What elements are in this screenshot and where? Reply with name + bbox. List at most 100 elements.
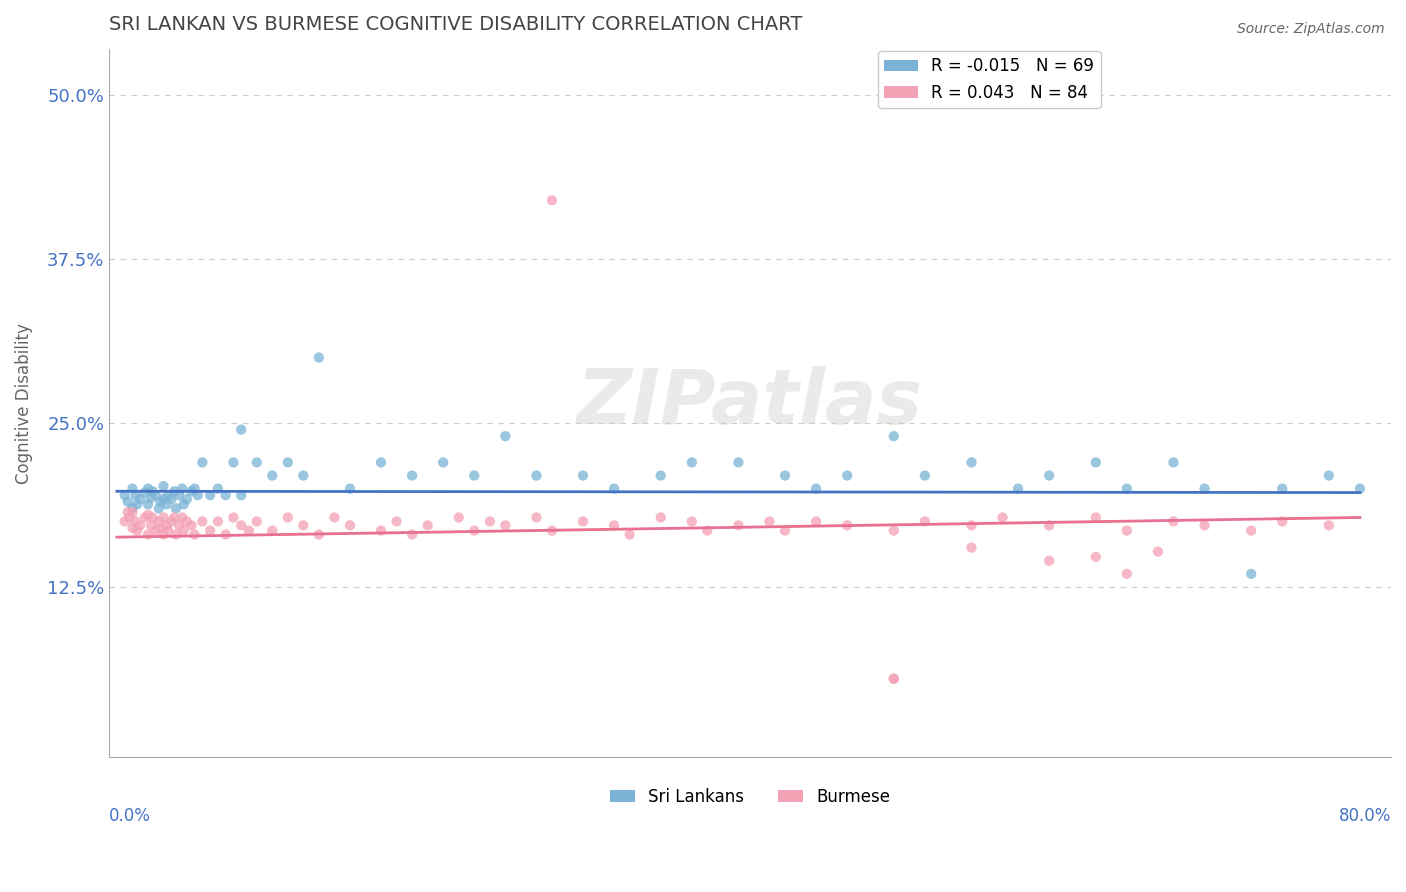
- Point: [152, 479, 174, 493]
- Point: [603, 482, 626, 496]
- Point: [277, 455, 299, 469]
- Point: [127, 524, 149, 538]
- Point: [148, 515, 170, 529]
- Point: [447, 510, 470, 524]
- Point: [1240, 524, 1263, 538]
- Point: [1194, 482, 1216, 496]
- Point: [167, 518, 190, 533]
- Point: [114, 515, 136, 529]
- Point: [180, 484, 202, 499]
- Point: [1317, 518, 1340, 533]
- Point: [1271, 482, 1294, 496]
- Point: [960, 518, 983, 533]
- Point: [883, 429, 905, 443]
- Point: [152, 510, 174, 524]
- Point: [463, 468, 485, 483]
- Point: [385, 515, 408, 529]
- Point: [339, 518, 361, 533]
- Point: [142, 510, 165, 524]
- Point: [308, 527, 330, 541]
- Point: [163, 484, 186, 499]
- Point: [416, 518, 439, 533]
- Point: [156, 518, 179, 533]
- Point: [214, 488, 236, 502]
- Point: [176, 492, 198, 507]
- Point: [136, 497, 159, 511]
- Point: [231, 488, 253, 502]
- Point: [114, 488, 136, 502]
- Point: [121, 521, 143, 535]
- Point: [1038, 518, 1060, 533]
- Point: [1163, 455, 1185, 469]
- Text: ZIPatlas: ZIPatlas: [576, 367, 924, 441]
- Point: [1084, 549, 1107, 564]
- Point: [370, 524, 392, 538]
- Point: [238, 524, 260, 538]
- Point: [914, 468, 936, 483]
- Point: [121, 501, 143, 516]
- Point: [165, 501, 187, 516]
- Point: [960, 541, 983, 555]
- Point: [160, 515, 183, 529]
- Point: [246, 455, 269, 469]
- Point: [172, 482, 194, 496]
- Point: [277, 510, 299, 524]
- Point: [1271, 515, 1294, 529]
- Point: [163, 510, 186, 524]
- Point: [121, 482, 143, 496]
- Point: [401, 468, 423, 483]
- Point: [478, 515, 501, 529]
- Text: 80.0%: 80.0%: [1339, 807, 1391, 825]
- Point: [207, 515, 229, 529]
- Point: [804, 482, 827, 496]
- Point: [837, 518, 859, 533]
- Point: [1115, 524, 1137, 538]
- Point: [572, 515, 595, 529]
- Point: [117, 495, 139, 509]
- Point: [173, 524, 195, 538]
- Point: [1084, 510, 1107, 524]
- Point: [883, 672, 905, 686]
- Text: 0.0%: 0.0%: [110, 807, 150, 825]
- Point: [960, 455, 983, 469]
- Point: [432, 455, 454, 469]
- Point: [145, 488, 167, 502]
- Point: [837, 468, 859, 483]
- Point: [145, 524, 167, 538]
- Point: [129, 518, 152, 533]
- Point: [207, 482, 229, 496]
- Point: [1038, 468, 1060, 483]
- Point: [1007, 482, 1029, 496]
- Point: [262, 468, 284, 483]
- Point: [127, 497, 149, 511]
- Point: [222, 510, 245, 524]
- Point: [148, 501, 170, 516]
- Point: [172, 510, 194, 524]
- Point: [136, 508, 159, 522]
- Point: [167, 488, 190, 502]
- Point: [773, 524, 796, 538]
- Point: [134, 485, 156, 500]
- Point: [222, 455, 245, 469]
- Point: [526, 468, 548, 483]
- Y-axis label: Cognitive Disability: Cognitive Disability: [15, 323, 32, 483]
- Point: [149, 495, 172, 509]
- Point: [231, 518, 253, 533]
- Point: [292, 518, 315, 533]
- Point: [804, 515, 827, 529]
- Point: [165, 527, 187, 541]
- Point: [494, 518, 516, 533]
- Point: [727, 518, 749, 533]
- Point: [1038, 554, 1060, 568]
- Point: [198, 488, 221, 502]
- Point: [727, 455, 749, 469]
- Point: [883, 524, 905, 538]
- Point: [463, 524, 485, 538]
- Point: [650, 468, 672, 483]
- Point: [191, 515, 214, 529]
- Point: [650, 510, 672, 524]
- Point: [117, 505, 139, 519]
- Point: [231, 423, 253, 437]
- Point: [1084, 455, 1107, 469]
- Point: [773, 468, 796, 483]
